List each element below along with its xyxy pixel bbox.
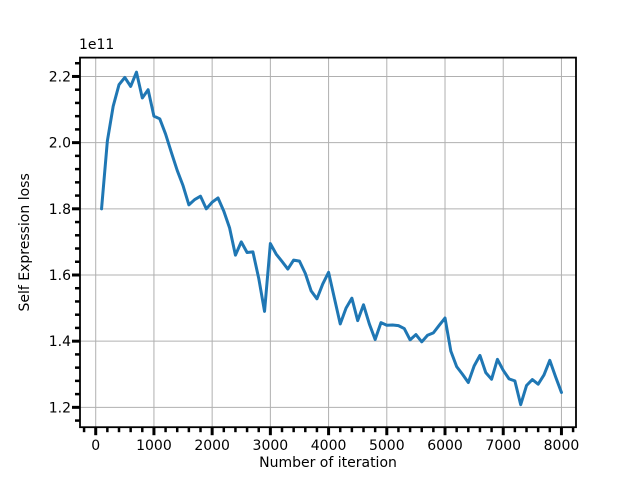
x-tick-label: 0 xyxy=(91,438,100,454)
x-tick-label: 6000 xyxy=(427,438,463,454)
y-tick-label: 1.6 xyxy=(49,268,71,284)
loss-curve xyxy=(100,70,563,407)
x-tick-label: 1000 xyxy=(136,438,172,454)
y-tick-label: 1.8 xyxy=(49,202,71,218)
tick-labels: 0 1000 2000 3000 4000 5000 6000 7000 8000 1.2 1.4 1… xyxy=(49,69,580,454)
y-axis-label: Self Expression loss xyxy=(17,173,33,311)
y-tick-label: 2.2 xyxy=(49,69,71,85)
x-tick-label: 5000 xyxy=(369,438,405,454)
x-tick-label: 2000 xyxy=(194,438,230,454)
loss-curve-layer xyxy=(100,70,563,407)
x-axis-label: Number of iteration xyxy=(259,455,397,471)
y-tick-label: 2.0 xyxy=(49,136,71,152)
axis-ticks xyxy=(72,61,575,436)
y-axis-offset-text: 1e11 xyxy=(79,37,114,53)
x-tick-label: 7000 xyxy=(485,438,521,454)
y-tick-label: 1.4 xyxy=(49,334,71,350)
x-tick-label: 3000 xyxy=(253,438,289,454)
x-tick-label: 4000 xyxy=(311,438,347,454)
gridlines xyxy=(80,57,576,428)
x-tick-label: 8000 xyxy=(544,438,580,454)
y-tick-label: 1.2 xyxy=(49,400,71,416)
